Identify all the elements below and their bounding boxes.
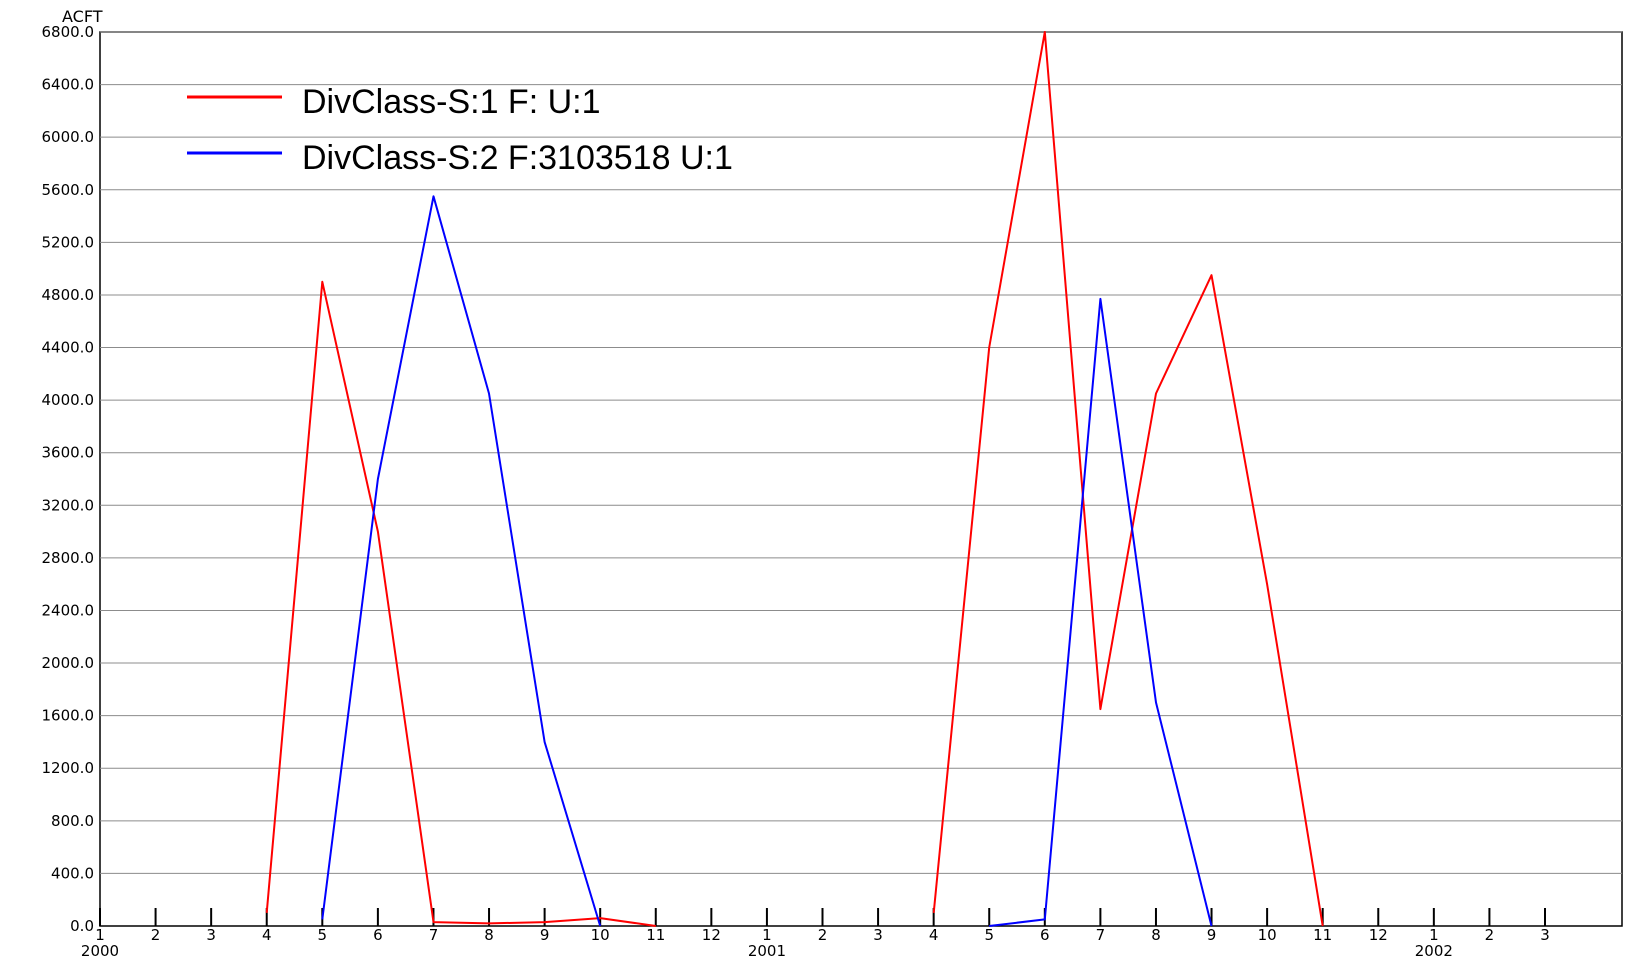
- x-tick-label: 1: [762, 926, 772, 944]
- y-tick-label: 2000.0: [42, 654, 95, 672]
- x-tick-label: 2: [1485, 926, 1495, 944]
- series-line: [989, 297, 1213, 927]
- y-tick-label: 5600.0: [42, 181, 95, 199]
- series-lines: [265, 31, 1324, 927]
- y-axis-ticks: 0.0 400.0 800.0 1200.0 1600.0 2000.0 2400.0 280…: [42, 23, 95, 935]
- y-tick-label: 6400.0: [42, 76, 95, 94]
- y-tick-label: 6000.0: [42, 128, 95, 146]
- y-tick-label: 6800.0: [42, 23, 95, 41]
- y-tick-label: 4400.0: [42, 339, 95, 357]
- y-tick-label: 1200.0: [42, 759, 95, 777]
- x-tick-label: 5: [318, 926, 328, 944]
- x-tick-label: 7: [429, 926, 439, 944]
- x-tick-label: 2: [151, 926, 161, 944]
- y-tick-label: 400.0: [51, 864, 94, 882]
- plot-area: [99, 31, 1623, 927]
- x-tick-label: 4: [929, 926, 939, 944]
- x-year-label: 2000: [81, 942, 119, 957]
- y-tick-label: 0.0: [70, 917, 94, 935]
- unit-label: ACFT: [62, 7, 103, 26]
- x-tick-label: 3: [1540, 926, 1550, 944]
- y-tick-label: 5200.0: [42, 233, 95, 251]
- x-tick-label: 1: [1429, 926, 1439, 944]
- y-tick-label: 3600.0: [42, 444, 95, 462]
- x-tick-label: 12: [1369, 926, 1388, 944]
- y-tick-label: 800.0: [51, 812, 94, 830]
- x-tick-label: 10: [1258, 926, 1277, 944]
- legend: DivClass-S:1 F: U:1 DivClass-S:2 F:310351…: [187, 83, 733, 177]
- x-tick-label: 11: [1313, 926, 1332, 944]
- x-tick-label: 6: [1040, 926, 1050, 944]
- x-tick-label: 2: [818, 926, 828, 944]
- x-tick-label: 7: [1096, 926, 1106, 944]
- x-tick-label: 11: [646, 926, 665, 944]
- y-tick-label: 1600.0: [42, 707, 95, 725]
- x-tick-label: 3: [206, 926, 216, 944]
- x-tick-label: 1: [95, 926, 105, 944]
- x-year-label: 2002: [1415, 942, 1453, 957]
- x-year-label: 2001: [748, 942, 786, 957]
- x-tick-label: 4: [262, 926, 272, 944]
- series-line: [932, 31, 1324, 927]
- x-tick-label: 5: [984, 926, 994, 944]
- legend-label: DivClass-S:2 F:3103518 U:1: [302, 139, 733, 177]
- x-tick-label: 8: [1151, 926, 1161, 944]
- series-line: [321, 195, 602, 927]
- x-tick-label: 12: [702, 926, 721, 944]
- x-tick-label: 9: [1207, 926, 1217, 944]
- x-tick-label: 8: [484, 926, 494, 944]
- x-tick-label: 3: [873, 926, 883, 944]
- y-tick-label: 3200.0: [42, 496, 95, 514]
- x-tick-label: 9: [540, 926, 550, 944]
- y-tick-label: 2400.0: [42, 601, 95, 619]
- x-tick-label: 10: [591, 926, 610, 944]
- x-tick-label: 6: [373, 926, 383, 944]
- y-tick-label: 2800.0: [42, 549, 95, 567]
- gridlines: [100, 31, 1622, 874]
- y-tick-label: 4800.0: [42, 286, 95, 304]
- legend-label: DivClass-S:1 F: U:1: [302, 83, 601, 121]
- series-line: [265, 280, 656, 927]
- y-tick-label: 4000.0: [42, 391, 95, 409]
